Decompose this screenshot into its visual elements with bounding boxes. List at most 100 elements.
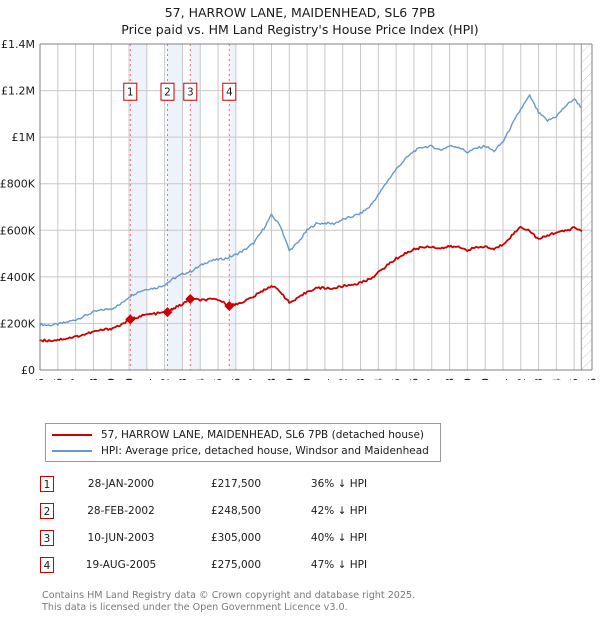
y-axis-tick-label: £800K [0,178,36,191]
y-axis-tick-label: £1M [12,131,36,144]
hpi-line [39,94,583,327]
x-axis-tick-label: 1998 [87,378,100,380]
x-axis-tick-label: 2005 [212,378,225,380]
table-row: 3 10-JUN-2003 £305,000 40% ↓ HPI [40,524,480,551]
legend-item-price-paid: 57, HARROW LANE, MAIDENHEAD, SL6 7PB (de… [52,427,440,443]
transaction-point-marker[interactable] [224,300,235,311]
x-axis-tick-label: 2014 [372,378,385,380]
title-block: 57, HARROW LANE, MAIDENHEAD, SL6 7PB Pri… [0,4,600,38]
series-lines [39,94,583,343]
x-axis-tick-label: 1995 [34,378,47,380]
row-hpi-delta: 47% ↓ HPI [310,558,368,571]
row-hpi-delta: 42% ↓ HPI [310,504,368,517]
x-axis-tick-label: 2025 [568,378,581,380]
legend-item-hpi: HPI: Average price, detached house, Wind… [52,443,440,459]
row-price: £217,500 [210,477,262,490]
x-axis-tick-label: 2003 [176,378,189,380]
y-axis-tick-label: £0 [21,364,35,377]
x-axis-tick-label: 2004 [194,378,207,380]
row-hpi-delta: 36% ↓ HPI [310,477,368,490]
x-axis-tick-label: 2019 [461,378,474,380]
x-axis-tick-label: 2008 [265,378,278,380]
legend-label-price-paid: 57, HARROW LANE, MAIDENHEAD, SL6 7PB (de… [101,429,425,441]
row-date: 19-AUG-2005 [85,558,157,571]
row-index-badge: 3 [40,529,54,546]
x-axis-tick-label: 2026 [586,378,599,380]
table-row: 4 19-AUG-2005 £275,000 47% ↓ HPI [40,551,480,578]
x-axis-tick-label: 1997 [70,378,83,380]
y-axis-tick-labels: £0 £200K £400K £600K £800K £1M £1.2M £1.4M [0,40,36,377]
chart-svg: £0 £200K £400K £600K £800K £1M £1.2M £1.4M 1995… [0,40,599,380]
x-axis-tick-label: 2009 [283,378,296,380]
row-date: 28-FEB-2002 [87,504,155,517]
transaction-point-marker[interactable] [185,293,196,304]
y-axis-tick-label: £200K [0,317,36,330]
y-axis-tick-label: £400K [0,271,36,284]
row-index-badge: 4 [40,556,54,573]
row-price: £305,000 [210,531,262,544]
transaction-points [125,293,235,325]
price-history-chart: £0 £200K £400K £600K £800K £1M £1.2M £1.4M 1995… [0,40,600,380]
row-price: £248,500 [210,504,262,517]
chart-legend: 57, HARROW LANE, MAIDENHEAD, SL6 7PB (de… [45,423,441,462]
transaction-point-marker[interactable] [125,314,136,325]
y-axis-tick-label: £600K [0,224,36,237]
transaction-badge-3[interactable]: 3 [183,82,198,101]
x-axis-tick-label: 2015 [390,378,403,380]
x-axis-tick-label: 2000 [123,378,136,380]
transaction-badge-label: 3 [187,87,194,99]
x-axis-tick-label: 2023 [533,378,546,380]
y-axis-tick-label: £1.2M [1,85,35,98]
no-data-hatch-region [580,44,592,370]
footer-line-1: Contains HM Land Registry data © Crown c… [42,590,416,601]
transaction-badge-label: 4 [226,87,233,99]
highlight-band [229,44,236,370]
x-axis-tick-label: 1996 [52,378,65,380]
row-index-badge: 2 [40,502,54,519]
y-axis-tick-label: £1.4M [1,40,35,51]
row-hpi-delta: 40% ↓ HPI [310,531,368,544]
page-subtitle: Price paid vs. HM Land Registry's House … [121,22,479,37]
x-axis-tick-label: 1999 [105,378,118,380]
transaction-badges: 1 2 3 4 [123,82,237,101]
legend-swatch-price-paid [52,434,92,436]
x-axis-tick-label: 2012 [337,378,350,380]
highlight-bands [130,44,236,370]
x-axis-tick-label: 2022 [515,378,528,380]
transactions-table: 1 28-JAN-2000 £217,500 36% ↓ HPI 2 28-FE… [40,470,480,578]
transaction-badge-1[interactable]: 1 [123,82,138,101]
x-axis-tick-label: 2024 [550,378,563,380]
transaction-point-marker[interactable] [162,307,173,318]
legend-label-hpi: HPI: Average price, detached house, Wind… [101,445,429,457]
row-date: 10-JUN-2003 [87,531,155,544]
transaction-badge-label: 2 [164,87,171,99]
table-row: 1 28-JAN-2000 £217,500 36% ↓ HPI [40,470,480,497]
page-title: 57, HARROW LANE, MAIDENHEAD, SL6 7PB [164,5,436,20]
price-paid-line [39,225,583,343]
x-axis-tick-label: 2002 [159,378,172,380]
x-axis-tick-label: 2020 [479,378,492,380]
x-axis-tick-labels: 1995 1996 1997 1998 1999 2000 2001 2002 2003 2004… [34,378,599,380]
legend-swatch-hpi [52,450,92,452]
gridlines [39,43,593,371]
axis-lines [39,43,593,371]
footer-attribution: Contains HM Land Registry data © Crown c… [42,590,562,613]
x-axis-tick-label: 2021 [497,378,510,380]
transaction-badge-2[interactable]: 2 [160,82,175,101]
row-price: £275,000 [210,558,262,571]
x-axis-tick-label: 2018 [444,378,457,380]
highlight-band [167,44,183,370]
transaction-badge-4[interactable]: 4 [222,82,237,101]
row-index-badge: 1 [40,475,54,492]
transaction-badge-label: 1 [127,87,134,99]
x-axis-tick-label: 2010 [301,378,314,380]
x-axis-tick-label: 2001 [141,378,154,380]
x-axis-tick-label: 2011 [319,378,332,380]
x-axis-tick-label: 2007 [248,378,261,380]
x-axis-tick-label: 2006 [230,378,243,380]
highlight-band [190,44,201,370]
table-row: 2 28-FEB-2002 £248,500 42% ↓ HPI [40,497,480,524]
footer-line-2: This data is licensed under the Open Gov… [42,601,348,613]
x-axis-tick-label: 2016 [408,378,421,380]
